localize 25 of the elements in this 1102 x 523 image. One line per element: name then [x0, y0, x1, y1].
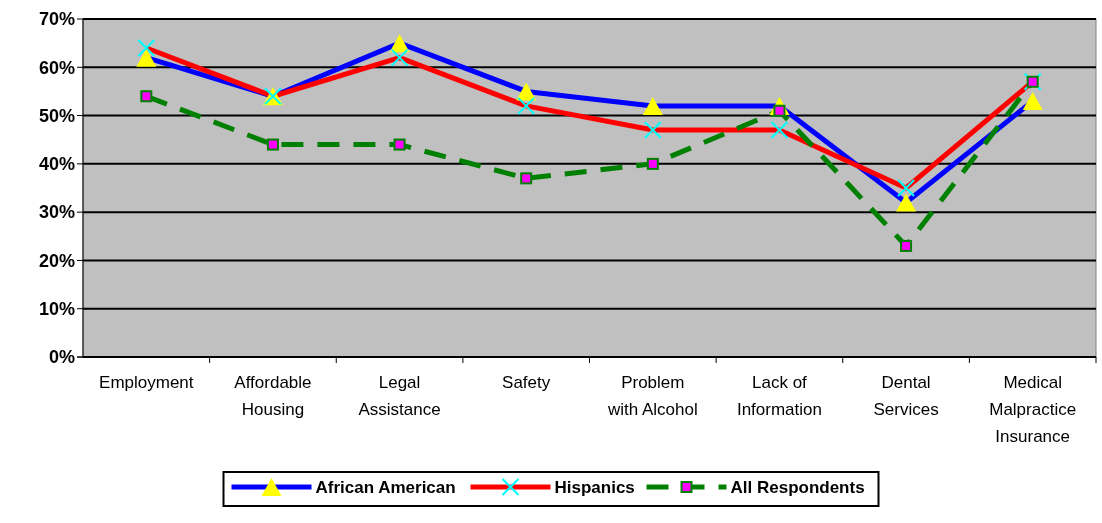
x-tick-label: Dental Services — [873, 373, 939, 419]
y-tick-label: 70% — [38, 9, 75, 30]
x-tick-label: Lack of Information — [736, 373, 822, 419]
legend-label: All Respondents — [730, 477, 865, 497]
y-tick-label: 0% — [48, 347, 75, 368]
y-tick-label: 10% — [38, 299, 75, 320]
x-tick-label: Affordable Housing — [234, 373, 312, 419]
point — [646, 157, 659, 170]
point — [140, 90, 153, 103]
x-tick-label: Problem with Alcohol — [606, 373, 698, 419]
y-tick-label: 20% — [38, 250, 75, 271]
point — [393, 138, 406, 151]
legend-label: Hispanics — [554, 477, 635, 497]
x-tick-label: Medical Malpractice Insurance — [989, 373, 1077, 446]
y-tick-label: 60% — [38, 57, 75, 78]
legend-label: African American — [315, 477, 456, 497]
x-tick-label: Safety — [502, 373, 551, 392]
x-tick-label: Legal Assistance — [358, 373, 441, 419]
y-tick-label: 40% — [38, 154, 75, 175]
y-tick-label: 30% — [38, 202, 75, 223]
point — [520, 172, 533, 185]
y-tick-label: 50% — [38, 105, 75, 126]
point — [900, 239, 913, 252]
point — [266, 138, 279, 151]
x-tick-label: Employment — [99, 373, 194, 392]
